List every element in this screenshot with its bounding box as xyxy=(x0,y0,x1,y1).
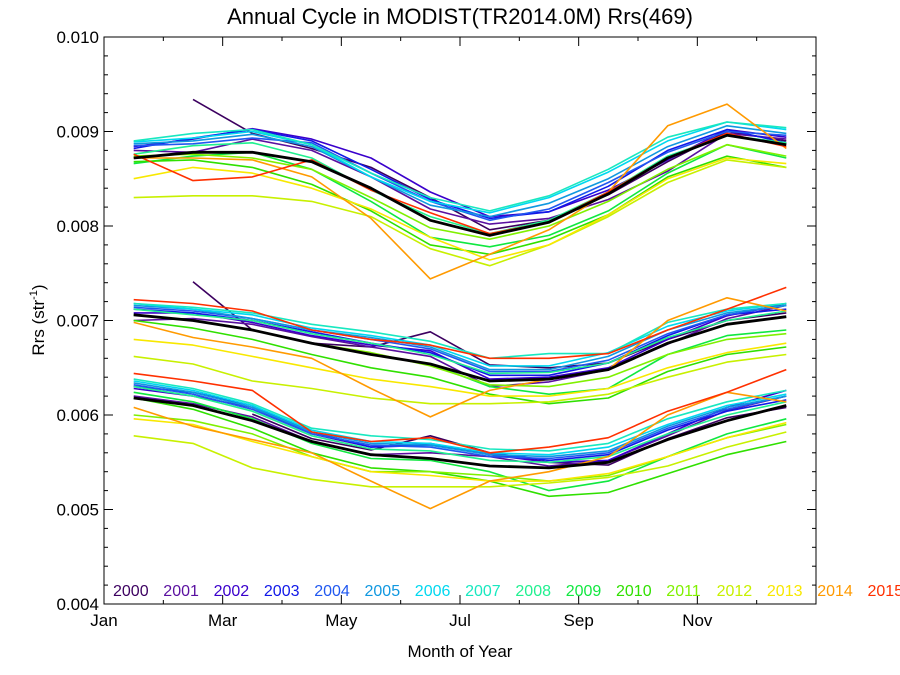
series-line-2013-middle xyxy=(133,338,787,397)
legend-entry-2001: 2001 xyxy=(163,583,199,600)
legend-entry-2015: 2015 xyxy=(868,583,900,600)
legend-entry-2009: 2009 xyxy=(566,583,602,600)
y-axis-label-sup: -1 xyxy=(28,290,40,300)
y-axis-label-base: Rrs (str xyxy=(29,300,48,356)
series-line-2010-upper xyxy=(133,155,787,256)
series-line-2010-middle xyxy=(133,319,787,405)
series-layer xyxy=(133,98,787,510)
series-line-2005-lower xyxy=(133,382,787,458)
legend-entry-2002: 2002 xyxy=(214,583,250,600)
legend-entry-2000: 2000 xyxy=(113,583,149,600)
series-line-2006-middle xyxy=(133,302,787,367)
y-axis-label: Rrs (str-1) xyxy=(28,284,48,355)
series-line-2004-lower xyxy=(133,384,787,460)
series-line-2002-upper xyxy=(133,127,787,218)
series-line-2007-middle xyxy=(133,302,787,360)
chart-title: Annual Cycle in MODIST(TR2014.0M) Rrs(46… xyxy=(227,4,693,29)
x-tick-label: Sep xyxy=(564,611,594,630)
legend-entry-2005: 2005 xyxy=(365,583,401,600)
series-line-2013-lower xyxy=(133,418,787,482)
legend-entry-2008: 2008 xyxy=(515,583,551,600)
series-line-2008-lower xyxy=(133,385,787,464)
x-tick-label: Jan xyxy=(90,611,117,630)
series-line-2015-lower xyxy=(133,368,787,454)
y-tick-label: 0.004 xyxy=(56,595,99,614)
y-axis-ticks: 0.004 0.005 0.006 0.007 0.008 0.009 0.010 xyxy=(56,28,816,614)
series-line-2006-lower xyxy=(133,380,787,456)
x-tick-label: Mar xyxy=(208,611,238,630)
legend-entry-2007: 2007 xyxy=(465,583,501,600)
y-tick-label: 0.005 xyxy=(56,501,99,520)
series-line-2008-middle xyxy=(133,308,787,375)
series-line-2011-upper xyxy=(133,143,787,240)
climatology-line-lower xyxy=(133,396,787,470)
series-line-2013-upper xyxy=(133,157,787,261)
climatology-line-upper xyxy=(133,133,787,237)
series-line-2005-upper xyxy=(133,125,787,218)
series-line-2010-lower xyxy=(133,397,787,498)
series-line-2014-upper xyxy=(133,103,787,280)
series-line-2007-lower xyxy=(133,378,787,452)
legend-entry-2004: 2004 xyxy=(314,583,350,600)
series-line-2007-upper xyxy=(133,121,787,212)
legend-entry-2003: 2003 xyxy=(264,583,300,600)
x-tick-label: Nov xyxy=(682,611,713,630)
legend-entry-2011: 2011 xyxy=(666,583,701,600)
y-tick-label: 0.006 xyxy=(56,406,99,425)
x-tick-label: May xyxy=(325,611,358,630)
series-line-2012-upper xyxy=(133,159,787,267)
series-line-2008-upper xyxy=(133,134,787,235)
legend-entry-2014: 2014 xyxy=(817,583,853,600)
series-line-2014-middle xyxy=(133,296,787,418)
x-axis-label: Month of Year xyxy=(408,642,513,661)
y-tick-label: 0.010 xyxy=(56,28,99,47)
series-line-2014-lower xyxy=(133,391,787,510)
x-tick-label: Jul xyxy=(449,611,471,630)
legend-entry-2013: 2013 xyxy=(767,583,803,600)
y-tick-label: 0.009 xyxy=(56,123,99,142)
legend-entry-2006: 2006 xyxy=(415,583,451,600)
y-tick-label: 0.007 xyxy=(56,312,99,331)
legend: 2000 2001 2002 2003 2004 2005 2006 2007 2008 2009… xyxy=(113,583,900,600)
series-line-2012-lower xyxy=(133,431,787,488)
y-tick-label: 0.008 xyxy=(56,217,99,236)
series-line-2015-middle xyxy=(133,286,787,360)
legend-entry-2012: 2012 xyxy=(717,583,753,600)
legend-entry-2010: 2010 xyxy=(616,583,652,600)
series-line-2006-upper xyxy=(133,121,787,214)
x-axis-ticks: Jan Mar May Jul Sep Nov xyxy=(90,37,817,630)
y-axis-label-close: ) xyxy=(29,284,48,290)
climatology-line-middle xyxy=(133,313,787,383)
